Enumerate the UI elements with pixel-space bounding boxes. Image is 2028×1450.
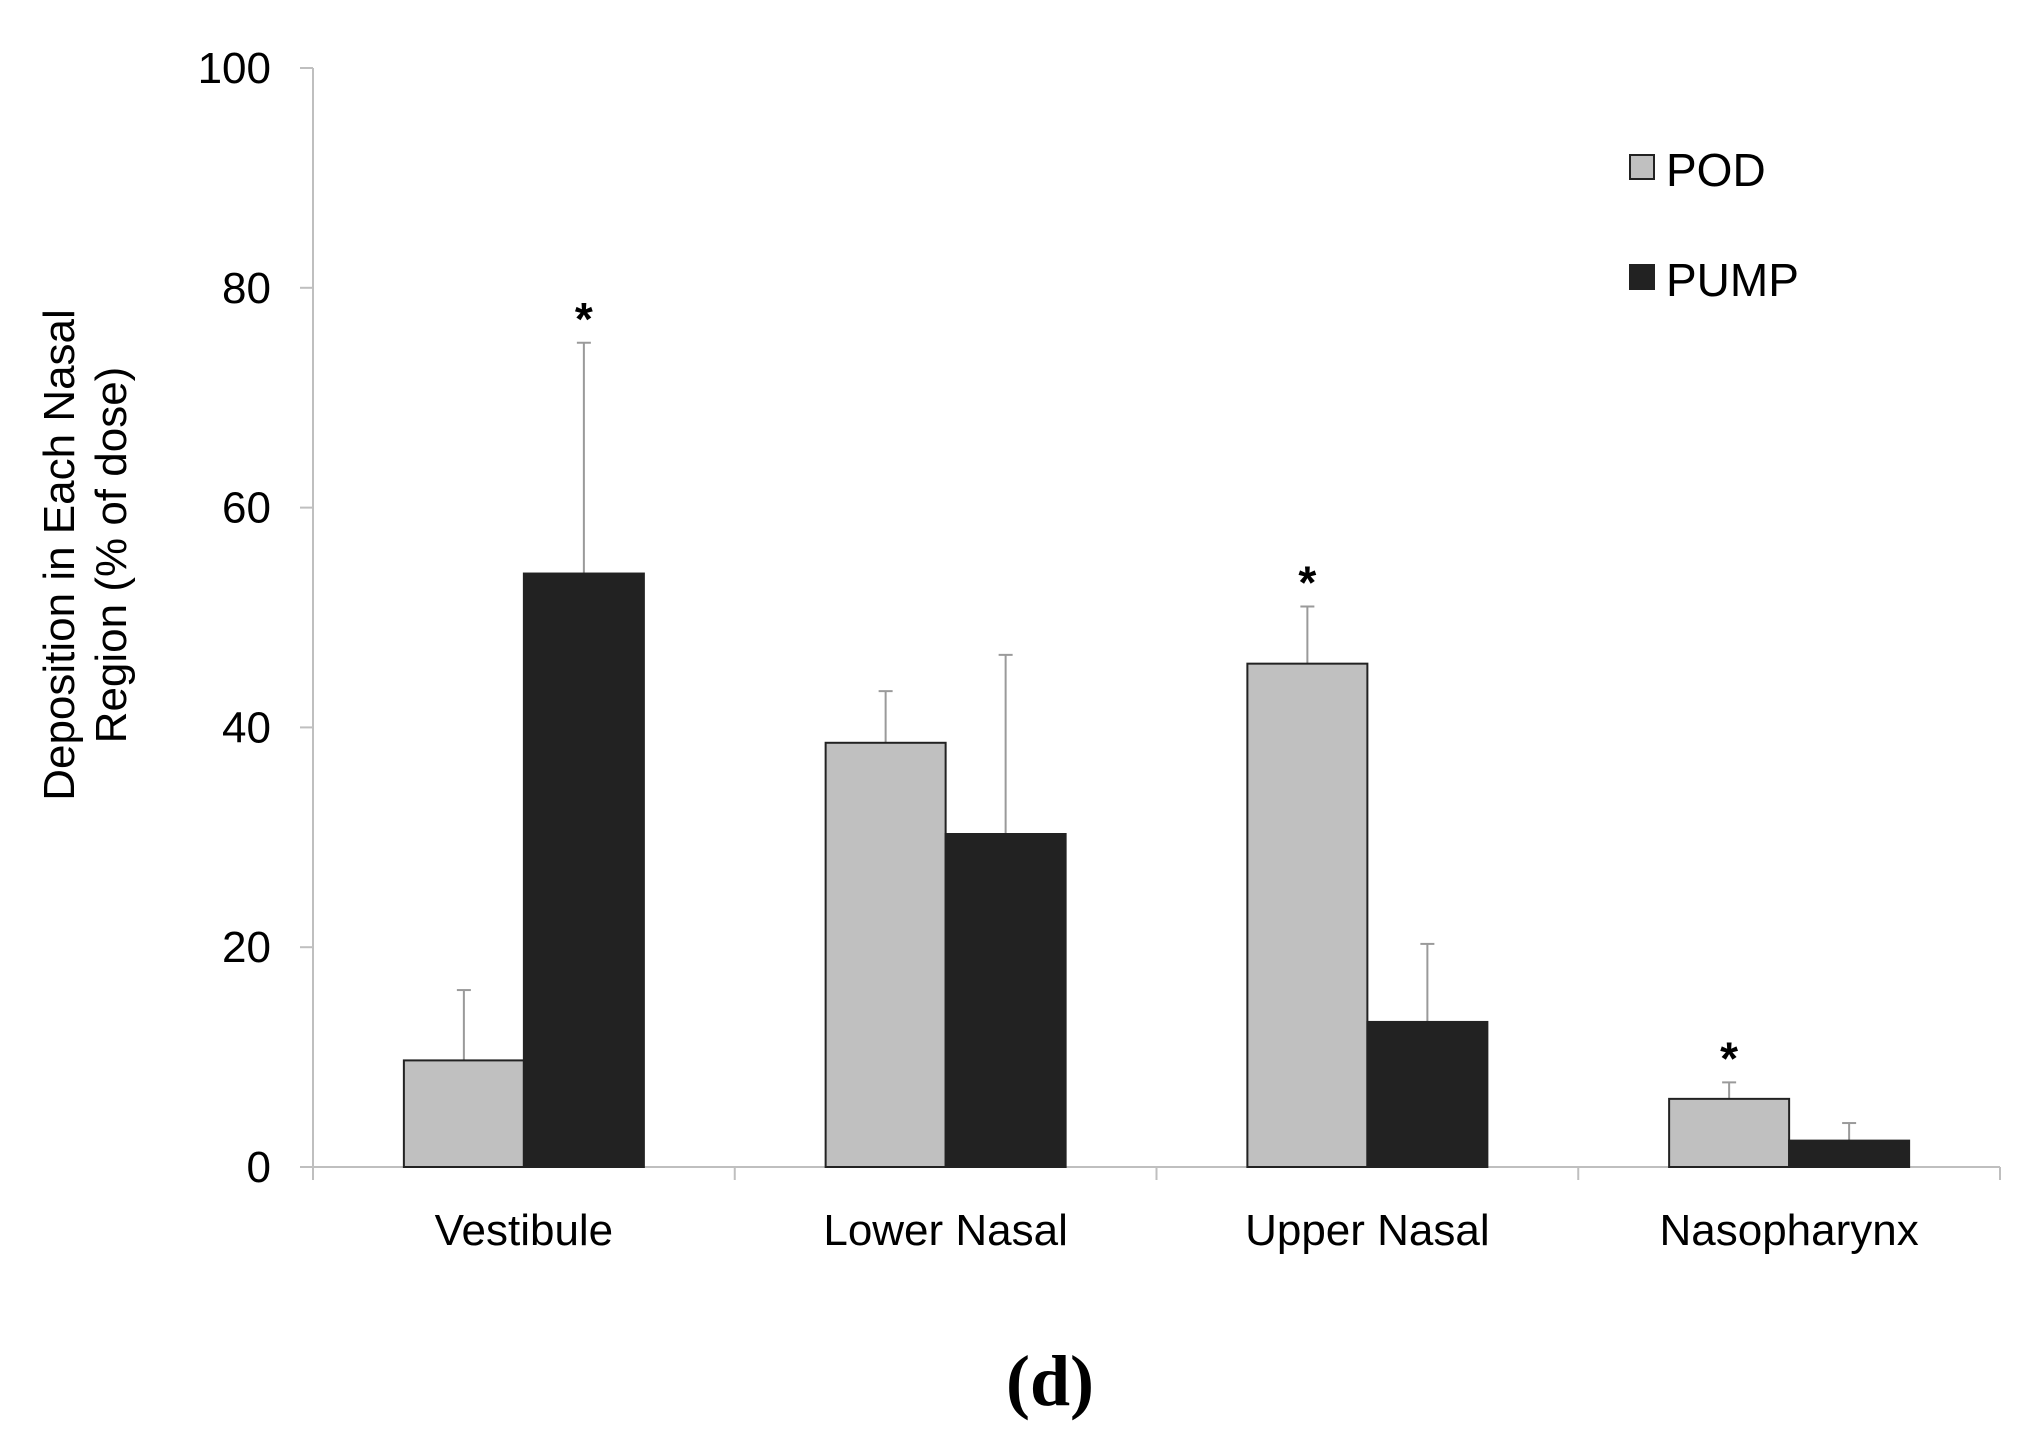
significance-marker: * — [1298, 557, 1316, 609]
y-tick-label: 100 — [198, 44, 271, 93]
bar-pod — [1668, 1097, 1791, 1169]
y-axis-title-line-1: Deposition in Each Nasal — [35, 309, 84, 801]
y-tick-label: 40 — [222, 703, 271, 752]
bar-pump — [1788, 1139, 1911, 1169]
panel-label: (d) — [1006, 1341, 1094, 1421]
error-bars — [456, 341, 1857, 1141]
legend-label-pod: POD — [1666, 144, 1766, 196]
x-tick-label: Nasopharynx — [1659, 1206, 1918, 1255]
bar-pump — [1366, 1020, 1489, 1168]
bar-pump — [944, 833, 1067, 1168]
x-tick-label: Vestibule — [435, 1206, 614, 1255]
y-tick-label: 0 — [247, 1143, 271, 1192]
axes: 0 20 40 60 80 100 Vestibule Lower Nasal Upper Na… — [198, 44, 2001, 1255]
x-tick-label: Upper Nasal — [1245, 1206, 1490, 1255]
significance-marker: * — [575, 293, 593, 345]
bar-pod — [1246, 662, 1369, 1169]
y-tick-label: 20 — [222, 923, 271, 972]
legend-swatch-pod — [1629, 154, 1655, 180]
legend-label-pump: PUMP — [1666, 254, 1799, 306]
significance-markers: * * * — [575, 293, 1738, 1085]
y-tick-label: 60 — [222, 484, 271, 533]
bar-pump — [522, 572, 645, 1168]
y-axis-title: Deposition in Each Nasal Region (% of do… — [35, 309, 136, 801]
bar-pod — [402, 1059, 525, 1168]
y-tick-label: 80 — [222, 264, 271, 313]
bars — [402, 572, 1911, 1169]
significance-marker: * — [1720, 1032, 1738, 1084]
legend: POD PUMP — [1629, 144, 1799, 306]
bar-pod — [824, 741, 947, 1168]
legend-swatch-pump — [1629, 264, 1655, 290]
x-tick-label: Lower Nasal — [823, 1206, 1068, 1255]
y-axis-title-line-2: Region (% of dose) — [87, 367, 136, 744]
